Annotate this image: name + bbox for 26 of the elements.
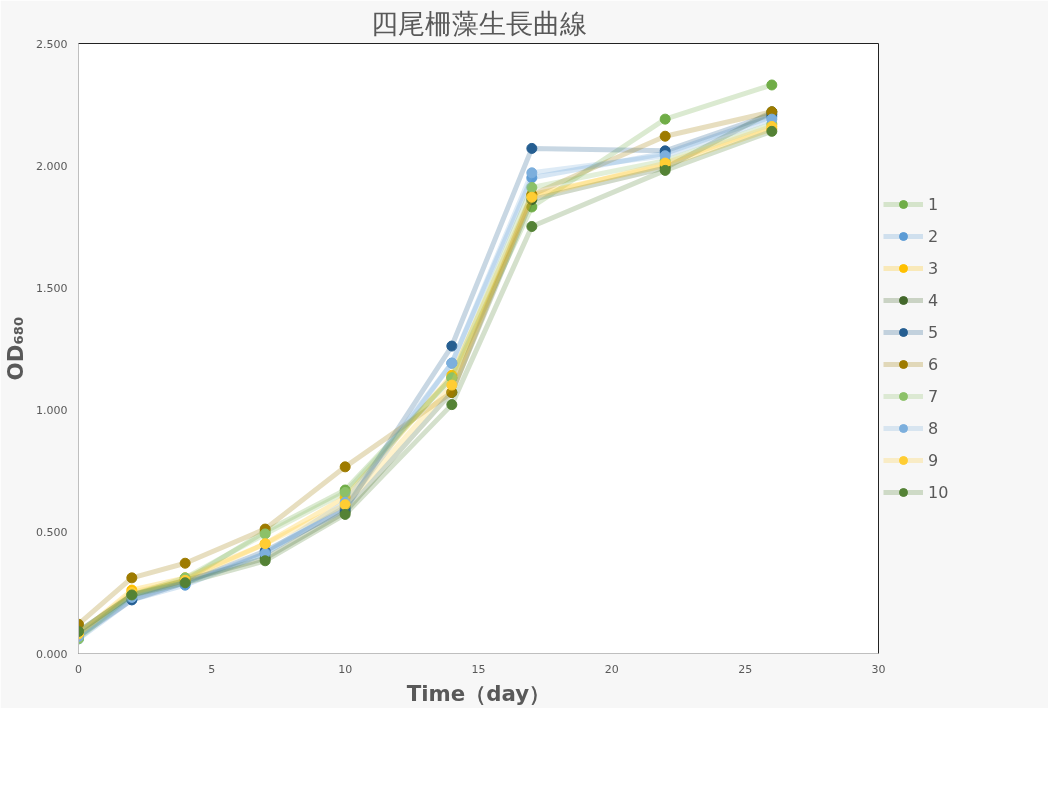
legend-label: 1 [928,194,940,214]
legend-label: 5 [928,322,940,342]
legend-label: 4 [928,290,940,310]
legend-label: 8 [928,418,940,438]
x-axis-title: Time（day） [406,680,551,706]
legend-label: 3 [928,258,940,278]
legend-label: 2 [928,226,940,246]
x-tick-label: 0 [75,662,82,676]
x-tick-label: 10 [338,662,353,676]
y-tick-label: 1.000 [36,403,68,417]
x-tick-label: 30 [871,662,886,676]
x-tick-label: 25 [738,662,753,676]
legend-label: 7 [928,386,940,406]
chart-title: 四尾柵藻生長曲線 [370,7,587,39]
y-tick-label: 1.500 [36,281,68,295]
y-tick-label: 2.500 [36,37,68,51]
legend-label: 6 [928,354,940,374]
legend-label: 10 [928,482,949,502]
y-tick-label: 2.000 [36,159,68,173]
x-tick-label: 5 [208,662,216,676]
y-axis-title: OD₆₈₀ [3,316,29,381]
x-tick-label: 15 [471,662,486,676]
y-tick-label: 0.000 [36,647,68,661]
legend-label: 9 [928,450,940,470]
x-tick-label: 20 [604,662,619,676]
y-tick-label: 0.500 [36,525,68,539]
